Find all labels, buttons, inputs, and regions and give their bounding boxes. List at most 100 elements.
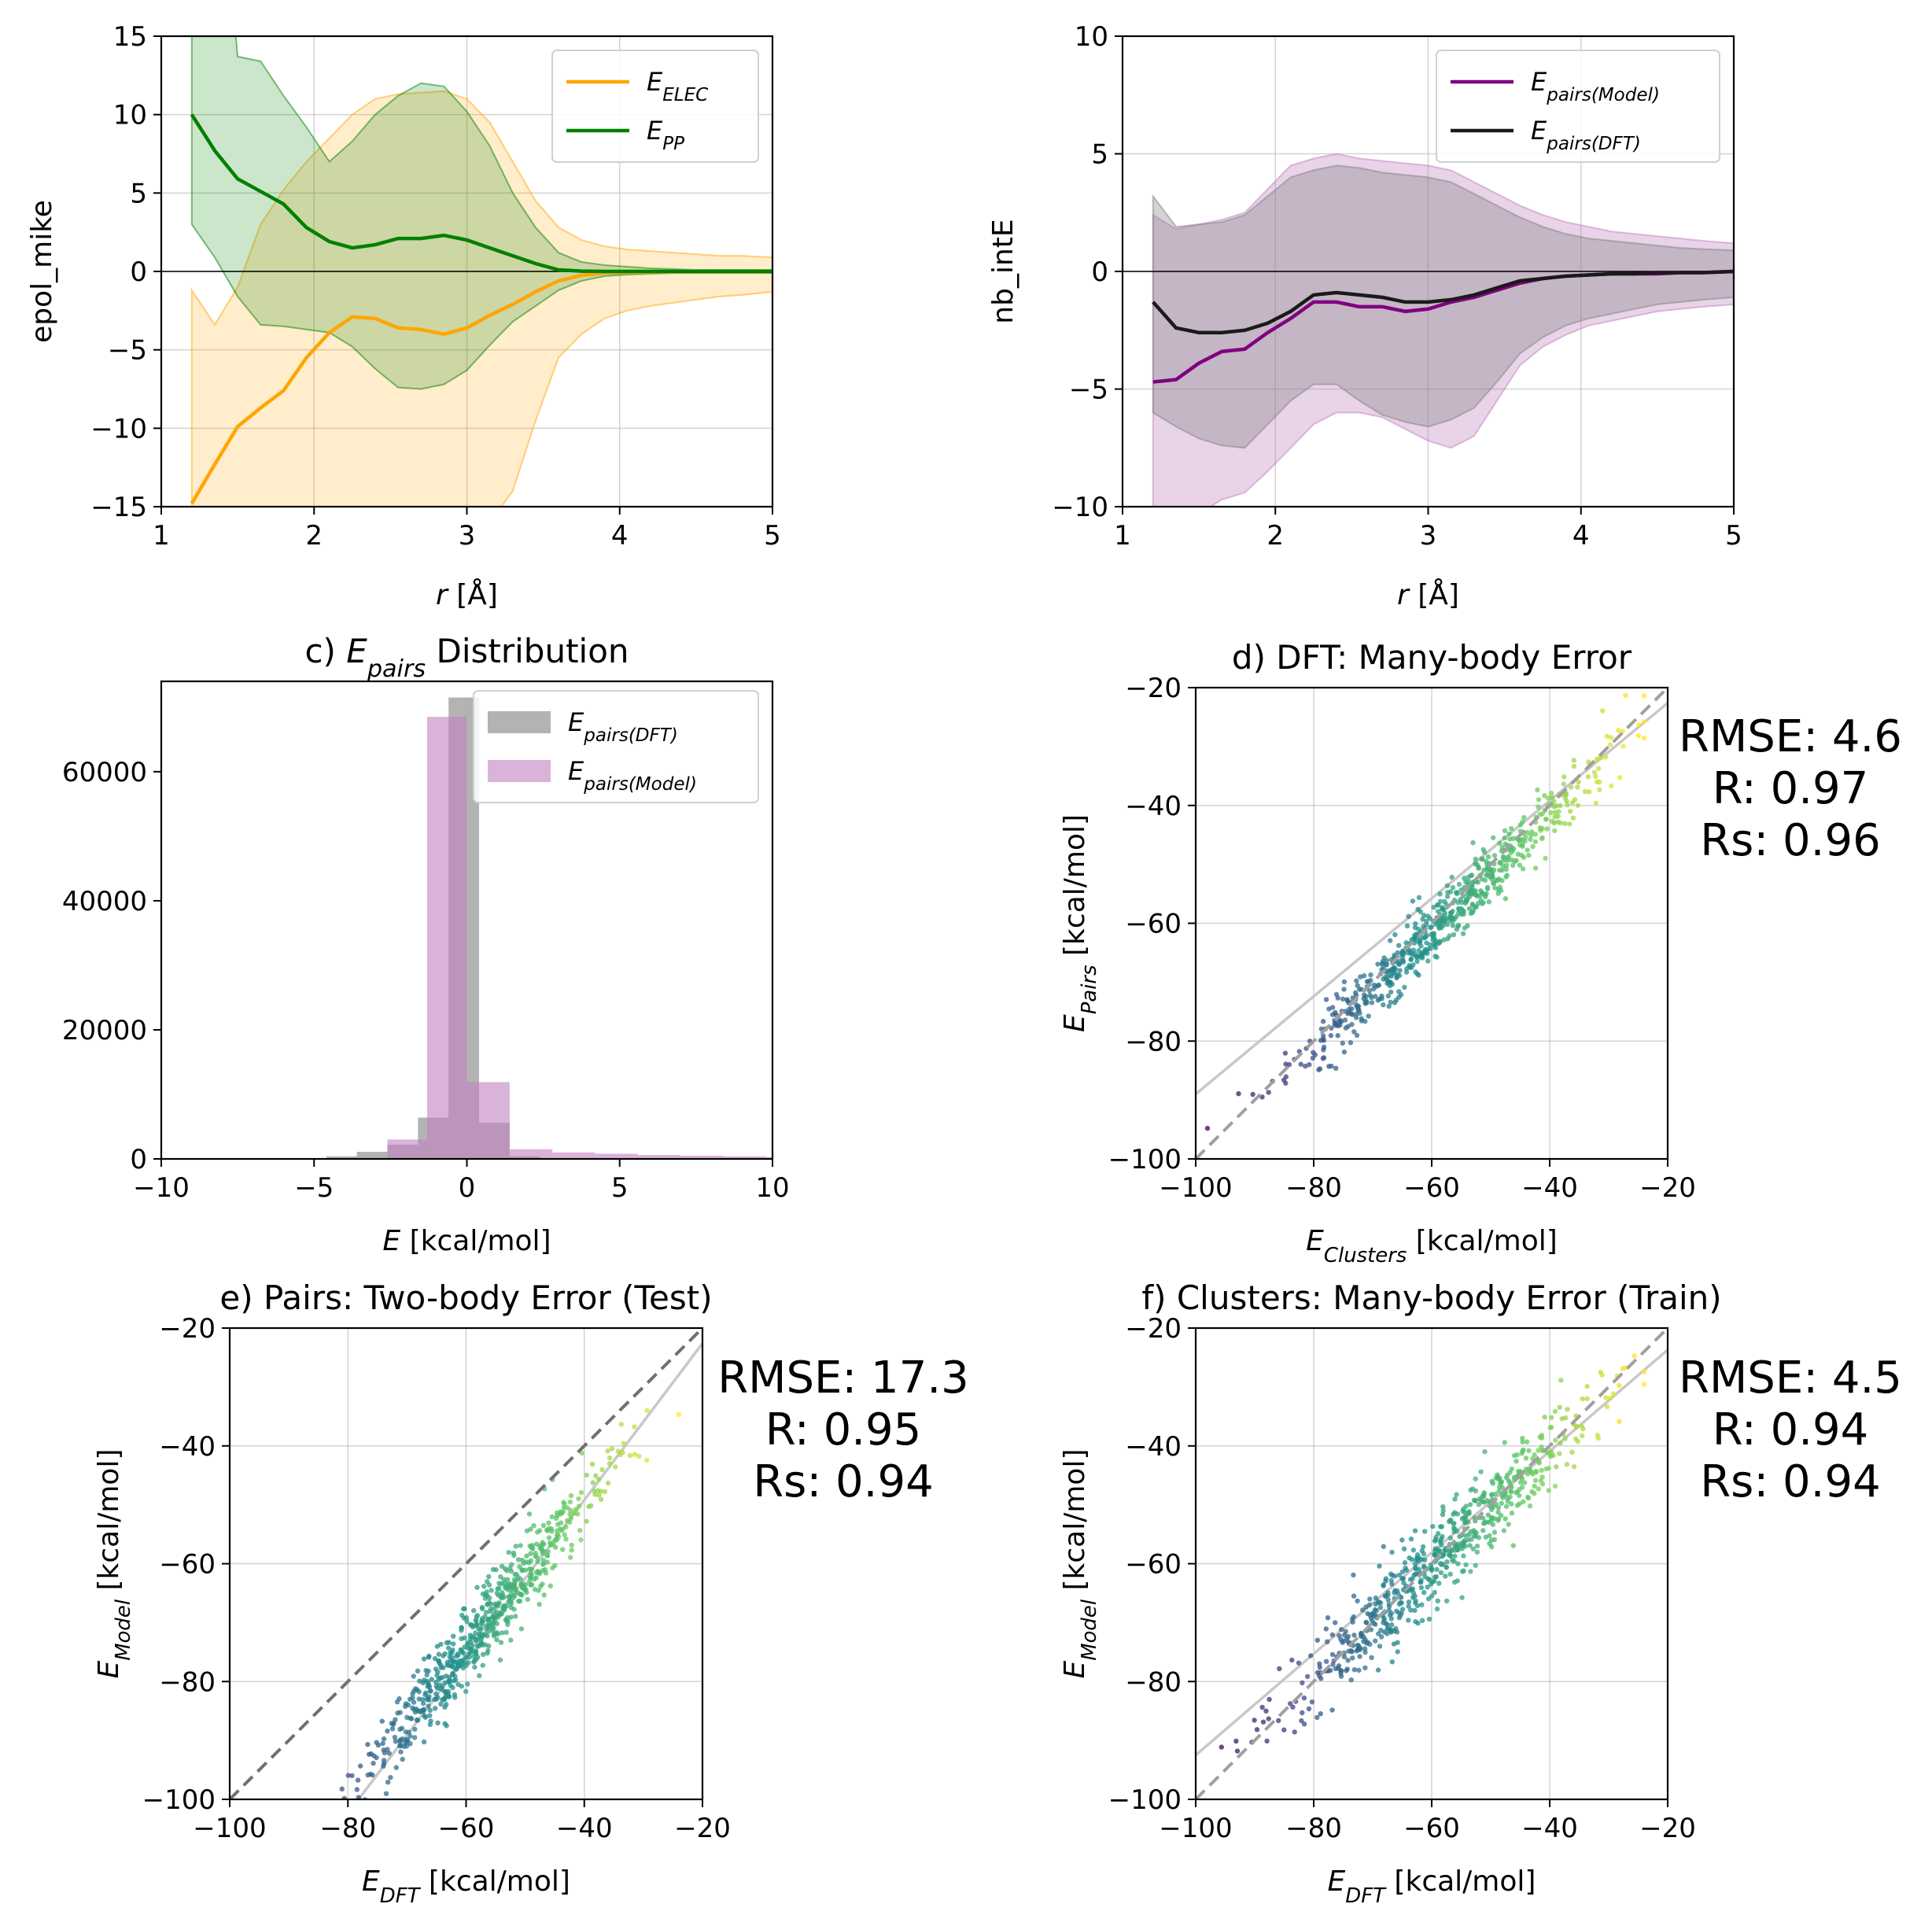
y-tick-label: −20 — [1125, 1313, 1182, 1345]
scatter-point — [1508, 1489, 1514, 1494]
scatter-point — [1348, 1040, 1354, 1046]
scatter-point — [1309, 1699, 1315, 1705]
scatter-point — [545, 1548, 551, 1555]
scatter-point — [1595, 766, 1602, 771]
scatter-point — [1463, 1504, 1469, 1509]
scatter-point — [1558, 820, 1563, 826]
scatter-point — [1425, 946, 1431, 952]
scatter-point — [1532, 1478, 1539, 1483]
scatter-point — [1289, 1657, 1295, 1663]
x-axis-label-part: E — [382, 1225, 400, 1257]
scatter-point — [1543, 855, 1548, 862]
x-tick-label: −100 — [1159, 1813, 1232, 1844]
scatter-point — [1449, 874, 1455, 880]
scatter-point — [1510, 1543, 1517, 1548]
scatter-point — [383, 1791, 389, 1796]
scatter-point — [1484, 886, 1491, 892]
scatter-point — [1575, 803, 1581, 808]
scatter-point — [1598, 1369, 1604, 1375]
scatter-point — [1304, 1673, 1311, 1680]
scatter-point — [1484, 1498, 1490, 1504]
scatter-point — [1486, 899, 1492, 905]
scatter-point — [379, 1718, 385, 1724]
scatter-point — [391, 1721, 396, 1726]
scatter-point — [546, 1526, 552, 1531]
scatter-point — [1603, 755, 1609, 760]
x-tick-label: 4 — [1573, 520, 1590, 552]
scatter-point — [487, 1608, 493, 1614]
scatter-point — [1514, 1452, 1520, 1458]
scatter-point — [1395, 1649, 1400, 1655]
legend-label-part: E — [1531, 67, 1547, 97]
scatter-point — [410, 1695, 415, 1701]
scatter-point — [1489, 870, 1495, 876]
scatter-point — [1469, 1537, 1474, 1542]
scatter-point — [385, 1729, 390, 1734]
x-tick-label: −100 — [1159, 1172, 1232, 1204]
scatter-point — [1509, 850, 1514, 855]
scatter-point — [1351, 1593, 1357, 1599]
scatter-point — [1425, 1596, 1432, 1602]
scatter-point — [1604, 1404, 1610, 1410]
scatter-point — [515, 1557, 522, 1563]
scatter-point — [1458, 897, 1463, 902]
scatter-point — [1459, 1595, 1465, 1600]
y-axis-label: EModel [kcal/mol] — [1059, 1448, 1101, 1678]
legend-label-part: E — [568, 707, 584, 737]
scatter-point — [316, 1851, 321, 1856]
scatter-point — [306, 1851, 311, 1856]
scatter-point — [546, 1535, 552, 1540]
scatter-point — [1353, 1015, 1359, 1020]
legend-box — [551, 50, 759, 163]
scatter-point — [1488, 1507, 1495, 1513]
scatter-point — [1417, 940, 1422, 946]
scatter-point — [1593, 800, 1599, 806]
scatter-point — [528, 1575, 533, 1581]
scatter-point — [1552, 1408, 1558, 1415]
scatter-point — [442, 1651, 448, 1657]
scatter-point — [565, 1505, 570, 1511]
legend-label: Epairs(Model) — [1531, 67, 1660, 105]
chart-title-part: E — [346, 632, 367, 670]
scatter-point — [1277, 1666, 1282, 1672]
chart-title-part: Distribution — [426, 632, 629, 670]
y-tick-label: 0 — [1091, 256, 1108, 288]
scatter-point — [1445, 894, 1451, 899]
scatter-point — [1558, 1378, 1564, 1383]
scatter-point — [455, 1651, 461, 1657]
scatter-point — [1397, 968, 1403, 973]
scatter-point — [540, 1522, 547, 1529]
scatter-point — [1474, 862, 1480, 868]
scatter-point — [1474, 1549, 1480, 1555]
scatter-point — [1543, 817, 1549, 822]
scatter-point — [1300, 1680, 1305, 1686]
scatter-point — [1554, 1464, 1559, 1470]
scatter-point — [1432, 1589, 1438, 1596]
scatter-point — [1556, 809, 1561, 814]
scatter-point — [1551, 803, 1558, 810]
band-elec — [190, 90, 772, 507]
scatter-point — [1356, 987, 1362, 992]
scatter-point — [1406, 1603, 1411, 1609]
scatter-point — [1499, 887, 1504, 894]
scatter-point — [533, 1575, 539, 1581]
stat-r: R: 0.94 — [1713, 1404, 1869, 1456]
scatter-point — [1495, 1509, 1501, 1515]
scatter-point — [1641, 1369, 1647, 1374]
legend-label-part: E — [568, 756, 584, 786]
scatter-point — [1373, 1601, 1378, 1607]
scatter-point — [1432, 1538, 1438, 1544]
hist-bar-pairs-dft- — [326, 1156, 357, 1159]
scatter-point — [1389, 1549, 1395, 1555]
legend-label-part: pairs(DFT) — [1546, 134, 1641, 154]
x-tick-label: −40 — [1521, 1813, 1578, 1844]
scatter-point — [1517, 1501, 1522, 1507]
scatter-point — [1553, 1437, 1558, 1443]
scatter-point — [1396, 989, 1402, 994]
scatter-point — [486, 1574, 492, 1580]
x-tick-label: 2 — [305, 520, 323, 552]
scatter-point — [1532, 832, 1539, 837]
scatter-point — [549, 1514, 555, 1520]
scatter-point — [1413, 1600, 1418, 1606]
scatter-point — [1292, 1729, 1297, 1735]
